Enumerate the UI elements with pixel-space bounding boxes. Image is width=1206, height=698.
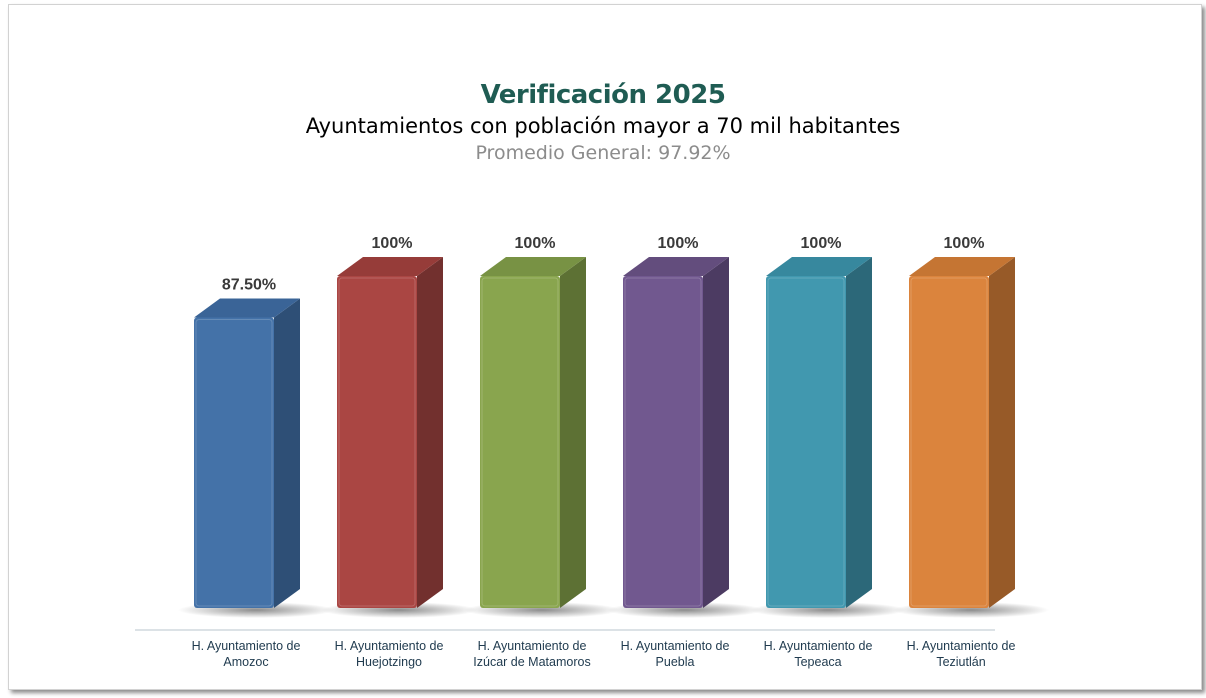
bar-highlight [767, 277, 845, 607]
bar-top [909, 257, 1015, 276]
chart-title: Verificación 2025 [480, 80, 726, 110]
bar [909, 276, 989, 608]
bar-highlight [910, 277, 988, 607]
bar [766, 276, 846, 608]
category-label: H. Ayuntamiento de [192, 639, 301, 653]
bar-side [417, 257, 443, 608]
bar-highlight [195, 319, 273, 607]
category-label: H. Ayuntamiento de [764, 639, 873, 653]
bar [480, 276, 560, 608]
bar-side [274, 298, 300, 608]
bars-layer: 87.50% 100% 100% 100% 100% 100% [178, 235, 1049, 618]
bar-top [480, 257, 586, 276]
bar [194, 317, 274, 608]
bar-side [703, 257, 729, 608]
bar-highlight [624, 277, 702, 607]
category-label: Izúcar de Matamoros [473, 655, 590, 669]
category-label: Tepeaca [794, 655, 841, 669]
data-label: 100% [944, 235, 985, 252]
data-label: 100% [658, 235, 699, 252]
category-label: H. Ayuntamiento de [907, 639, 1016, 653]
category-label: Amozoc [223, 655, 268, 669]
bar-top [623, 257, 729, 276]
category-label: H. Ayuntamiento de [335, 639, 444, 653]
bar-highlight [338, 277, 416, 607]
data-label: 100% [515, 235, 556, 252]
chart-subtitle: Ayuntamientos con población mayor a 70 m… [305, 114, 901, 138]
category-label: Teziutlán [936, 655, 985, 669]
bar-highlight [481, 277, 559, 607]
bar-side [560, 257, 586, 608]
bar [337, 276, 417, 608]
bar-side [846, 257, 872, 608]
bar [623, 276, 703, 608]
category-axis: H. Ayuntamiento de Amozoc H. Ayuntamiento … [135, 629, 1016, 669]
data-label: 100% [801, 235, 842, 252]
bar-top [766, 257, 872, 276]
bar-top [337, 257, 443, 276]
bar-side [989, 257, 1015, 608]
data-label: 87.50% [222, 277, 276, 294]
data-label: 100% [372, 235, 413, 252]
category-label: H. Ayuntamiento de [478, 639, 587, 653]
bar-top [194, 298, 300, 318]
category-label: Huejotzingo [356, 655, 422, 669]
category-label: Puebla [656, 655, 695, 669]
average-note: Promedio General: 97.92% [475, 142, 731, 164]
category-label: H. Ayuntamiento de [621, 639, 730, 653]
